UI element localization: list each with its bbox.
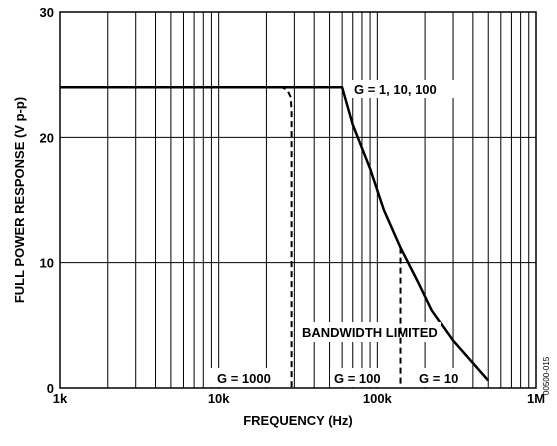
plot-frame: [59, 11, 537, 389]
annot-bg-g1-10-100: [350, 80, 456, 98]
figure-id: 00500-015: [542, 356, 551, 395]
y-axis-title: FULL POWER RESPONSE (V p-p): [12, 97, 27, 303]
annotation-g10: G = 10: [419, 371, 458, 386]
annotation-g1000: G = 1000: [217, 371, 271, 386]
y-tick-label: 30: [40, 5, 54, 20]
x-axis-title: FREQUENCY (Hz): [243, 413, 353, 428]
annot-bg-g10: [414, 368, 468, 387]
y-tick-label: 10: [40, 256, 54, 271]
annotation-bandwidth-limited: BANDWIDTH LIMITED: [302, 325, 438, 340]
annot-bg-g1000: [210, 368, 290, 387]
x-tick-label: 1M: [527, 391, 545, 406]
x-tick-label: 10k: [208, 391, 230, 406]
series-line-g1-10-100: [60, 85, 490, 382]
y-tick-label: 0: [47, 381, 54, 396]
annot-bg-g100: [330, 368, 394, 387]
series-line-g1000: [60, 86, 293, 388]
x-tick-label: 1k: [53, 391, 68, 406]
y-tick-label: 20: [40, 130, 54, 145]
annotation-g100: G = 100: [334, 371, 381, 386]
series-lines: [60, 85, 490, 388]
x-tick-labels: 1k 10k 100k 1M: [53, 391, 545, 406]
y-tick-labels: 0 10 20 30: [40, 5, 54, 396]
x-tick-label: 100k: [363, 391, 393, 406]
annot-bg-bandwidth: [297, 322, 441, 342]
annotation-g1-10-100: G = 1, 10, 100: [354, 82, 437, 97]
